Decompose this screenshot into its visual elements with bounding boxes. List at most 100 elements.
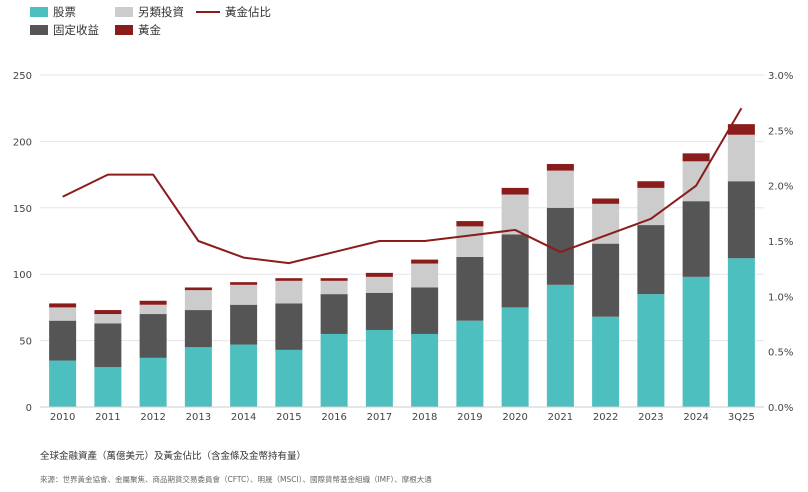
bar-stocks xyxy=(49,360,77,407)
y-left-tick-label: 150 xyxy=(13,204,32,215)
legend-swatch-gold xyxy=(115,24,133,35)
bar-stocks xyxy=(727,258,755,407)
x-tick-label: 2016 xyxy=(321,412,346,423)
bar-stocks xyxy=(501,307,529,407)
bar-stocks xyxy=(592,316,620,407)
bar-fixed-income xyxy=(139,314,167,358)
bar-gold xyxy=(365,272,393,277)
bar-fixed-income xyxy=(637,225,665,295)
legend-swatch-stocks xyxy=(30,6,48,17)
bars-layer xyxy=(40,124,764,408)
x-tick-label: 2022 xyxy=(593,412,618,423)
bar-gold xyxy=(230,282,258,285)
legend-label-stocks: 股票 xyxy=(53,5,76,19)
bar-fixed-income xyxy=(320,294,348,334)
x-tick-label: 2021 xyxy=(548,412,573,423)
bar-fixed-income xyxy=(365,292,393,330)
y-left-tick-label: 200 xyxy=(13,137,32,148)
bar-fixed-income xyxy=(456,256,484,321)
bar-gold xyxy=(546,163,574,171)
bar-alternatives xyxy=(592,203,620,244)
bar-gold xyxy=(49,303,77,308)
y-right-tick-label: 0.0% xyxy=(768,403,793,414)
bar-gold xyxy=(592,198,620,204)
line-layer xyxy=(62,107,743,265)
bar-stocks xyxy=(682,276,710,407)
bar-alternatives xyxy=(727,134,755,182)
bar-stocks xyxy=(139,357,167,407)
legend-label-fixed-income: 固定收益 xyxy=(53,23,99,37)
bar-gold xyxy=(727,124,755,135)
legend-label-gold-share: 黃金佔比 xyxy=(225,5,271,19)
y-left-tick-label: 0 xyxy=(26,403,32,414)
y-right-tick-label: 2.5% xyxy=(768,126,793,137)
legend-swatch-fixed-income xyxy=(30,24,48,35)
y-right-tick-label: 2.0% xyxy=(768,182,793,193)
x-tick-label: 2012 xyxy=(140,412,165,423)
bar-alternatives xyxy=(230,284,258,305)
bar-fixed-income xyxy=(94,323,122,368)
bar-fixed-income xyxy=(49,320,77,361)
bar-gold xyxy=(320,278,348,281)
legend-item-gold-share: 黃金佔比 xyxy=(196,4,271,20)
bar-fixed-income xyxy=(275,303,303,350)
y-left-tick-label: 250 xyxy=(13,71,32,82)
bar-stocks xyxy=(365,329,393,407)
bar-gold xyxy=(139,300,167,305)
bar-gold xyxy=(411,259,439,264)
bar-alternatives xyxy=(501,194,529,235)
bar-alternatives xyxy=(184,290,212,311)
bar-fixed-income xyxy=(682,201,710,277)
bar-alternatives xyxy=(411,263,439,288)
legend-label-gold: 黃金 xyxy=(138,23,161,37)
bar-stocks xyxy=(275,349,303,407)
bar-stocks xyxy=(637,294,665,407)
bar-alternatives xyxy=(365,276,393,293)
x-tick-label: 2017 xyxy=(367,412,392,423)
legend-item-fixed-income: 固定收益 xyxy=(30,22,99,38)
bar-alternatives xyxy=(320,280,348,295)
x-tick-label: 2023 xyxy=(638,412,663,423)
x-tick-label: 2024 xyxy=(683,412,708,423)
bar-stocks xyxy=(320,333,348,407)
y-axis-left: 0 50 100 150 200 250 xyxy=(13,71,32,414)
chart-caption: 全球金融資產（萬億美元）及黃金佔比（含金條及金幣持有量） xyxy=(40,451,307,462)
bar-alternatives xyxy=(49,307,77,321)
x-tick-label: 2020 xyxy=(502,412,527,423)
legend-item-alternatives: 另類投資 xyxy=(115,4,184,20)
y-left-tick-label: 50 xyxy=(19,337,32,348)
x-tick-label: 2013 xyxy=(186,412,211,423)
bar-gold xyxy=(184,287,212,291)
legend-item-stocks: 股票 xyxy=(30,4,76,20)
bar-alternatives xyxy=(546,170,574,208)
y-left-tick-label: 100 xyxy=(13,270,32,281)
y-right-tick-label: 3.0% xyxy=(768,71,793,82)
bar-stocks xyxy=(546,284,574,407)
x-tick-label: 2011 xyxy=(95,412,120,423)
bar-fixed-income xyxy=(546,207,574,285)
x-axis: 2010 2011 2012 2013 2014 2015 2016 2017 2018 2019… xyxy=(50,412,755,423)
bar-fixed-income xyxy=(592,243,620,317)
bar-stocks xyxy=(230,344,258,407)
legend-swatch-gold-share xyxy=(196,10,220,13)
bar-stocks xyxy=(184,347,212,407)
x-tick-label: 2010 xyxy=(50,412,75,423)
line-gold-share xyxy=(62,107,743,265)
y-right-tick-label: 1.0% xyxy=(768,292,793,303)
bar-alternatives xyxy=(682,161,710,202)
legend-item-gold: 黃金 xyxy=(115,22,161,38)
x-tick-label: 2015 xyxy=(276,412,301,423)
bar-alternatives xyxy=(456,226,484,257)
bar-alternatives xyxy=(139,304,167,315)
bar-stocks xyxy=(411,333,439,407)
bar-gold xyxy=(501,187,529,195)
bar-gold xyxy=(456,221,484,227)
bar-stocks xyxy=(456,320,484,407)
bar-alternatives xyxy=(94,314,122,324)
legend-label-alternatives: 另類投資 xyxy=(138,5,184,19)
bar-gold xyxy=(682,153,710,162)
bar-fixed-income xyxy=(727,181,755,259)
bar-gold xyxy=(94,310,122,315)
bar-fixed-income xyxy=(411,287,439,334)
bar-fixed-income xyxy=(230,304,258,345)
